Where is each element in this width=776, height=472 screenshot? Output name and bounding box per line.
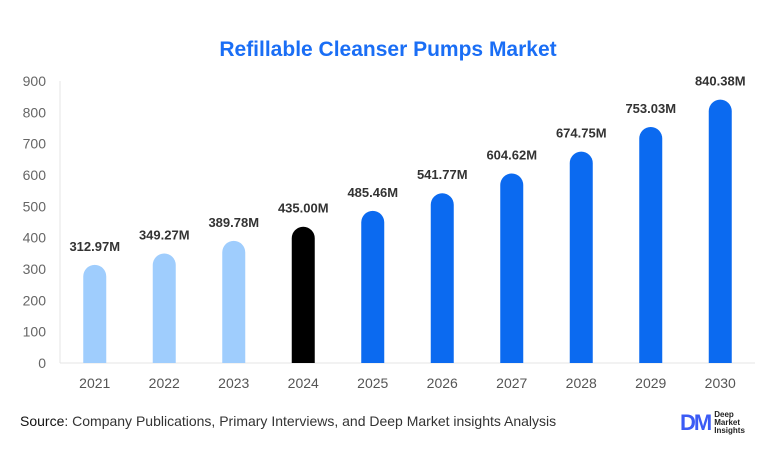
data-label: 541.77M [417, 167, 468, 182]
y-tick-label: 200 [23, 292, 47, 308]
y-tick-label: 300 [23, 261, 47, 277]
x-tick-label: 2024 [288, 375, 319, 391]
data-label: 435.00M [278, 201, 329, 216]
y-tick-label: 500 [23, 198, 47, 214]
y-tick-label: 900 [23, 73, 47, 89]
x-tick-label: 2023 [218, 375, 249, 391]
bar-2024 [291, 226, 315, 363]
y-tick-label: 400 [23, 230, 47, 246]
x-tick-label: 2029 [635, 375, 666, 391]
bar-2030 [708, 99, 732, 363]
bar-2029 [639, 127, 663, 363]
logo: DM Deep Market Insights [680, 410, 745, 436]
bar-2022 [152, 253, 176, 363]
data-label: 674.75M [556, 126, 607, 141]
bar-2023 [222, 240, 246, 363]
data-label: 312.97M [69, 239, 120, 254]
x-tick-label: 2026 [427, 375, 458, 391]
data-label: 485.46M [347, 185, 398, 200]
x-tick-label: 2025 [357, 375, 388, 391]
data-label: 753.03M [625, 101, 676, 116]
bar-2025 [361, 210, 385, 363]
data-label: 389.78M [208, 215, 259, 230]
x-tick-label: 2027 [496, 375, 527, 391]
y-tick-label: 700 [23, 136, 47, 152]
logo-mark: DM [680, 410, 712, 435]
data-label: 840.38M [695, 74, 746, 89]
logo-text: Deep Market Insights [714, 410, 745, 435]
chart-title: Refillable Cleanser Pumps Market [219, 38, 557, 61]
x-tick-label: 2021 [79, 375, 110, 391]
x-tick-label: 2022 [149, 375, 180, 391]
y-tick-label: 100 [23, 324, 47, 340]
y-tick-label: 800 [23, 104, 47, 120]
data-label: 604.62M [486, 148, 537, 163]
data-label: 349.27M [139, 228, 190, 243]
bar-chart: 0 100 200 300 400 500 600 700 800 900 312.97M 2021 3… [23, 73, 755, 391]
x-tick-label: 2028 [566, 375, 597, 391]
source-note: Source: Company Publications, Primary In… [20, 413, 556, 429]
source-label: Source [20, 413, 65, 429]
bar-2028 [569, 151, 593, 363]
y-tick-label: 0 [38, 355, 46, 371]
bar-2027 [500, 173, 524, 363]
source-text: : Company Publications, Primary Intervie… [64, 413, 557, 429]
y-tick-label: 600 [23, 167, 47, 183]
bar-2026 [430, 193, 454, 363]
x-tick-label: 2030 [705, 375, 736, 391]
bar-2021 [83, 264, 107, 363]
